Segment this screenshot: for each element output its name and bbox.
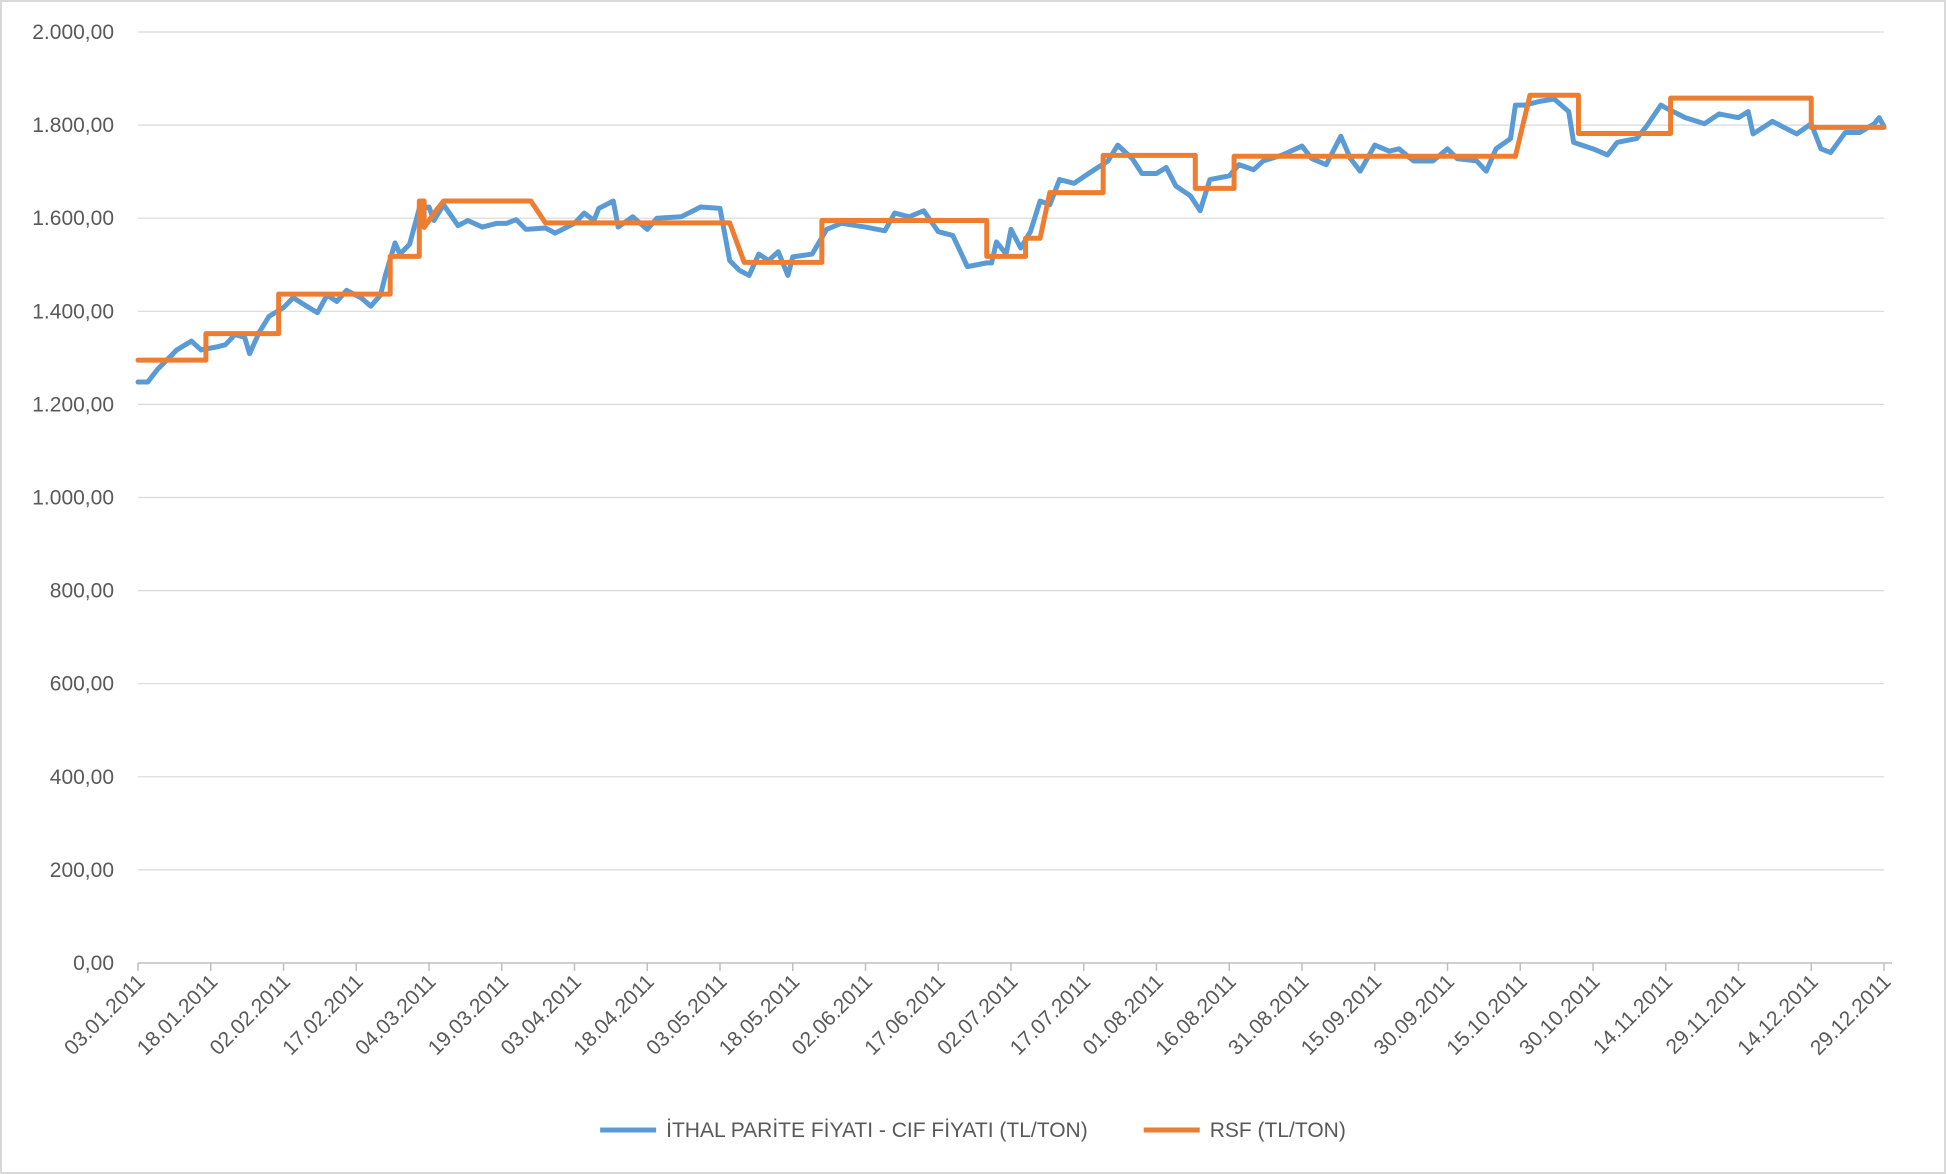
y-tick-label: 2.000,00 xyxy=(32,21,114,44)
legend-item: İTHAL PARİTE FİYATI - CIF FİYATI (TL/TON… xyxy=(600,1119,1088,1142)
y-tick-label: 0,00 xyxy=(73,952,114,975)
legend-label: İTHAL PARİTE FİYATI - CIF FİYATI (TL/TON… xyxy=(666,1119,1088,1142)
y-tick-label: 1.600,00 xyxy=(32,207,114,230)
y-tick-label: 600,00 xyxy=(50,673,114,696)
y-tick-label: 1.200,00 xyxy=(32,393,114,416)
y-tick-label: 1.800,00 xyxy=(32,114,114,137)
series-line xyxy=(135,92,1887,363)
legend-label: RSF (TL/TON) xyxy=(1210,1119,1346,1142)
legend-item: RSF (TL/TON) xyxy=(1143,1119,1346,1142)
y-tick-label: 800,00 xyxy=(50,580,114,603)
y-tick-label: 200,00 xyxy=(50,859,114,882)
y-tick-label: 1.400,00 xyxy=(32,300,114,323)
y-tick-label: 1.000,00 xyxy=(32,487,114,510)
y-tick-label: 400,00 xyxy=(50,766,114,789)
series-line xyxy=(135,96,1887,385)
